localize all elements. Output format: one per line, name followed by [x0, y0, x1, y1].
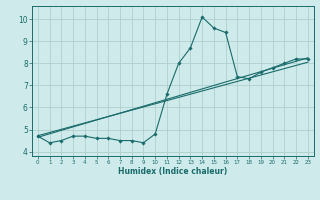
X-axis label: Humidex (Indice chaleur): Humidex (Indice chaleur)	[118, 167, 228, 176]
